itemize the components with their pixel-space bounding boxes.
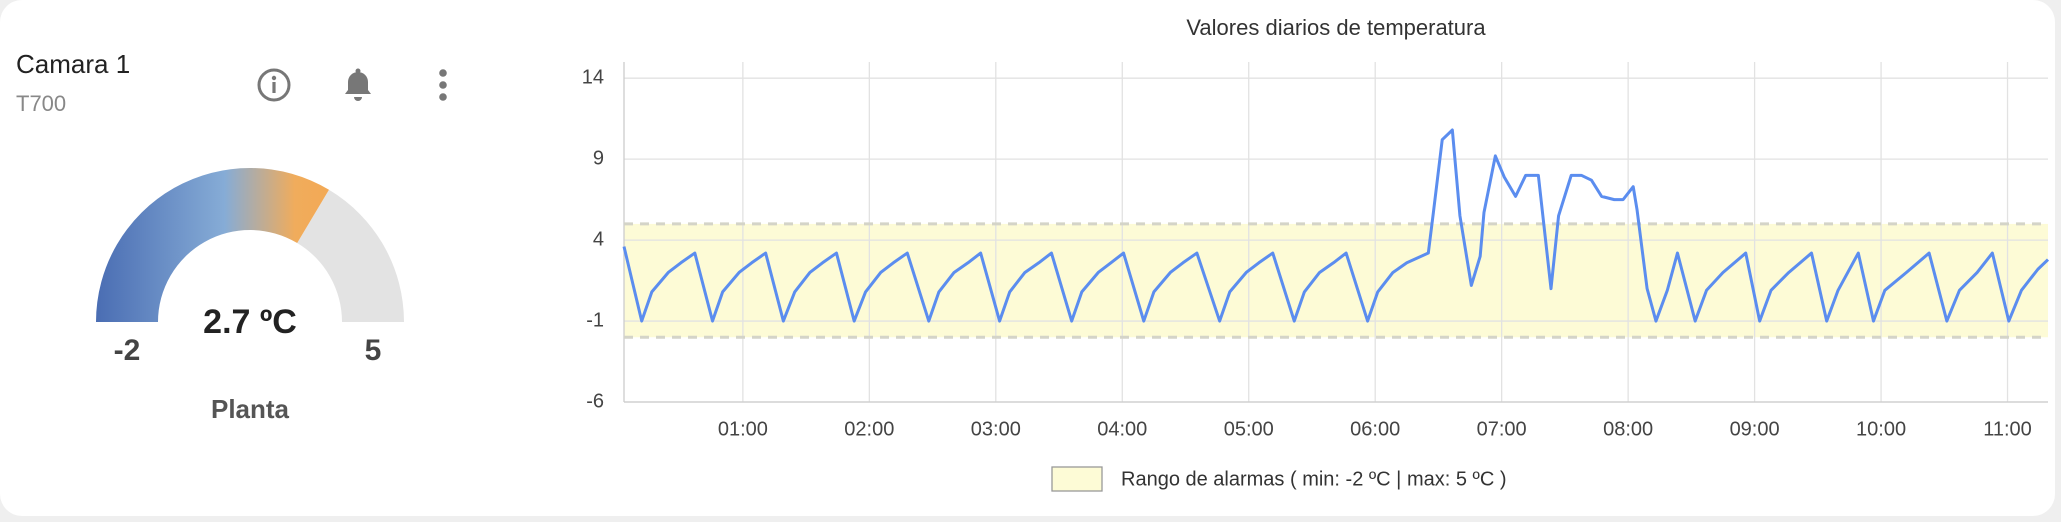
chart: Valores diarios de temperatura -6 -1 4 9 14 01…	[582, 15, 2050, 492]
gauge-value: 2.7 ºC	[203, 303, 297, 341]
gauge-fill	[96, 168, 329, 322]
card-title: Camara 1	[16, 49, 130, 79]
gauge: 2.7 ºC -2 5 Planta	[96, 168, 404, 424]
card-subtitle: T700	[16, 91, 66, 116]
y-tick-label: 4	[593, 228, 604, 250]
x-tick-label: 06:00	[1350, 418, 1400, 440]
y-tick-label: -1	[586, 309, 604, 331]
temperature-line	[622, 128, 2050, 323]
x-tick-label: 02:00	[844, 418, 894, 440]
x-tick-label: 09:00	[1730, 418, 1780, 440]
x-tick-label: 10:00	[1856, 418, 1906, 440]
x-tick-label: 11:00	[1983, 418, 2032, 440]
alarm-band	[624, 223, 2048, 338]
y-tick-label: -6	[586, 390, 604, 412]
legend-swatch	[1051, 466, 1103, 492]
gauge-label: Planta	[211, 394, 290, 424]
gauge-track	[297, 189, 404, 322]
x-tick-label: 07:00	[1477, 418, 1527, 440]
x-tick-label: 01:00	[718, 418, 768, 440]
chart-title: Valores diarios de temperatura	[1186, 15, 1486, 40]
y-tick-label: 9	[593, 147, 604, 169]
menu-icon[interactable]	[439, 69, 447, 101]
bell-icon[interactable]	[345, 68, 371, 102]
x-tick-label: 04:00	[1097, 418, 1147, 440]
x-tick-label: 03:00	[971, 418, 1021, 440]
x-tick-label: 05:00	[1224, 418, 1274, 440]
info-icon[interactable]	[257, 68, 291, 102]
legend-label: Rango de alarmas ( min: -2 ºC | max: 5 º…	[1121, 468, 1506, 490]
x-tick-label: 08:00	[1603, 418, 1653, 440]
gauge-min: -2	[114, 334, 141, 367]
y-tick-label: 14	[582, 66, 604, 88]
gauge-max: 5	[365, 334, 382, 367]
